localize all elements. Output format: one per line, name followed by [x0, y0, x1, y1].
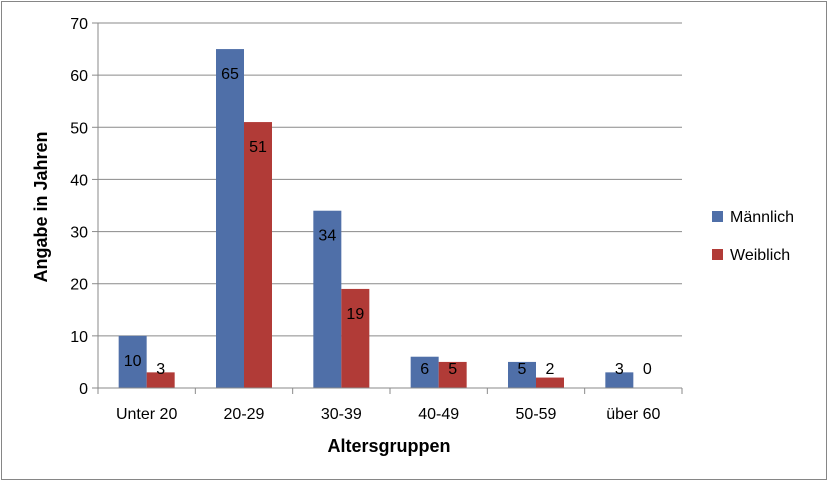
x-tick-label: 20-29	[224, 406, 265, 423]
x-tick-label: 30-39	[321, 406, 362, 423]
legend: Männlich Weiblich	[712, 209, 794, 264]
data-label: 51	[249, 139, 267, 156]
y-tick-labels: 0 10 20 30 40 50 60 70	[70, 16, 88, 398]
x-tick-label: 40-49	[418, 406, 459, 423]
bar-maennlich	[216, 49, 244, 388]
bar-weiblich	[438, 361, 467, 388]
data-label: 5	[518, 361, 527, 378]
data-label: 5	[448, 361, 457, 378]
data-label: 19	[346, 306, 364, 323]
y-axis-title: Angabe in Jahren	[31, 131, 51, 282]
data-label: 2	[546, 361, 555, 378]
legend-swatch	[712, 211, 723, 222]
bar-maennlich	[118, 335, 147, 388]
bar-maennlich	[605, 372, 634, 388]
y-tick-label: 50	[70, 120, 88, 137]
y-tick-label: 30	[70, 225, 88, 242]
y-tick-label: 70	[70, 16, 88, 33]
data-label: 10	[124, 353, 142, 370]
data-label: 3	[615, 361, 624, 378]
axes	[97, 23, 683, 394]
data-label: 0	[643, 361, 652, 378]
x-tick-label: Unter 20	[116, 406, 177, 423]
bar-weiblich	[146, 372, 175, 388]
y-tick-label: 60	[70, 68, 88, 85]
bar-weiblich	[244, 122, 272, 389]
x-axis-title: Altersgruppen	[327, 436, 450, 456]
bar-weiblich	[341, 288, 370, 388]
y-tick-label: 10	[70, 329, 88, 346]
legend-swatch	[712, 249, 723, 260]
bar-weiblich	[536, 377, 564, 388]
legend-entry: Weiblich	[730, 247, 790, 264]
bar-maennlich	[410, 356, 439, 388]
x-tick-label: über 60	[606, 406, 660, 423]
y-tick-label: 20	[70, 277, 88, 294]
x-tick-label: 50-59	[516, 406, 557, 423]
x-tick-labels: Unter 20 20-29 30-39 40-49 50-59 über 60	[116, 406, 661, 423]
y-tick-label: 40	[70, 172, 88, 189]
bars	[118, 49, 634, 389]
data-label: 3	[156, 361, 165, 378]
gridlines	[92, 22, 682, 389]
data-label: 34	[318, 228, 336, 245]
bar-maennlich	[313, 210, 342, 388]
bar-maennlich	[508, 361, 536, 388]
y-tick-label: 0	[79, 381, 88, 398]
legend-entry: Männlich	[730, 209, 794, 226]
data-label: 65	[221, 66, 239, 83]
data-label: 6	[420, 361, 429, 378]
